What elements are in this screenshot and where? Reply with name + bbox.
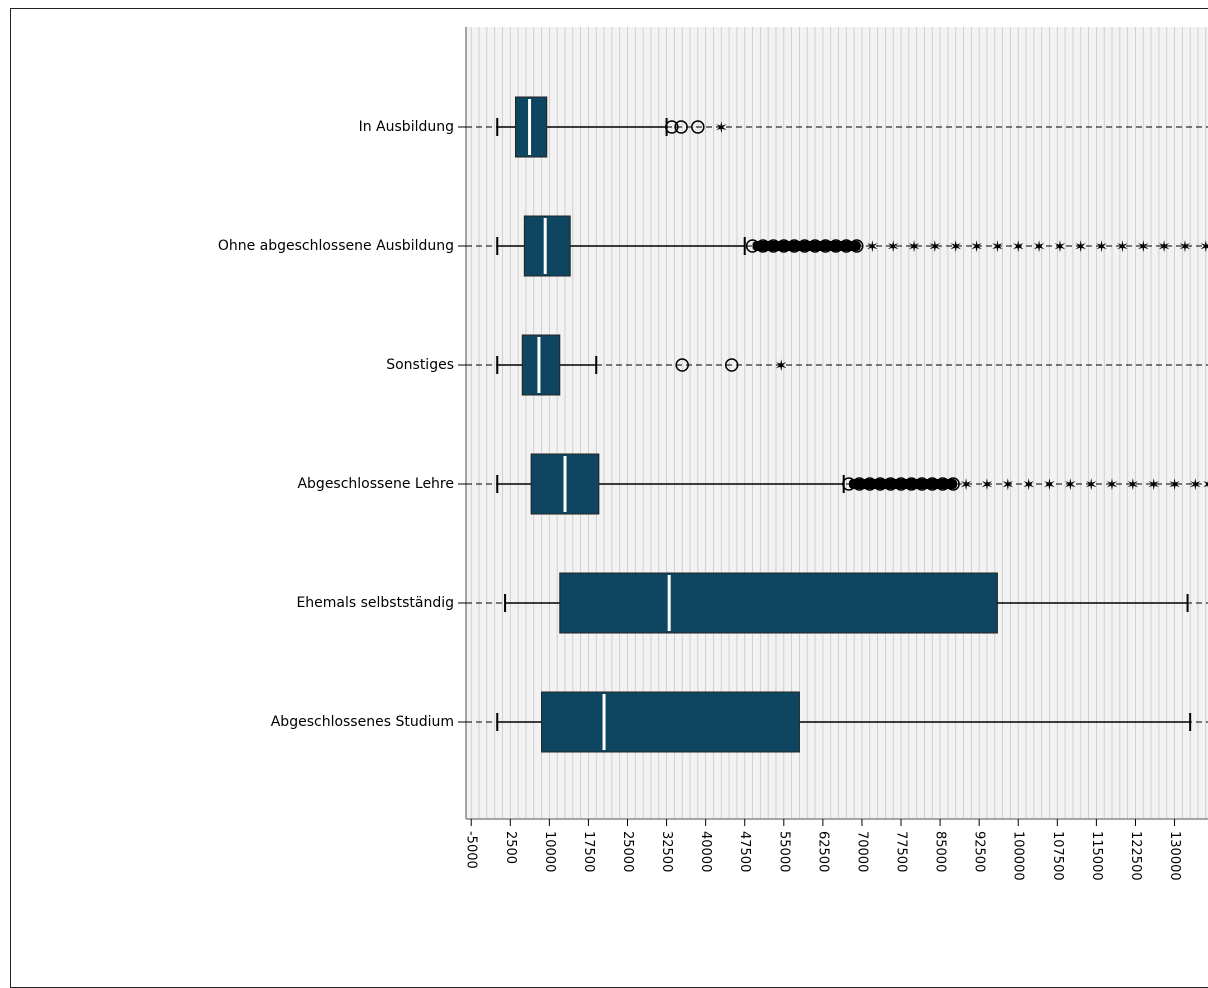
extreme-point: ✶ [1157,237,1170,256]
outlier-point [849,239,864,253]
extreme-point: ✶ [1178,237,1191,256]
extreme-point: ✶ [928,237,941,256]
x-tick-labels: -5000 2500 10000 17500 25000 32500 40000 47500 5… [464,831,1182,881]
x-tick-label: 107500 [1050,831,1065,881]
boxplot-chart: ✶✶✶✶✶✶✶✶✶✶✶✶✶✶✶✶✶✶✶✶✶✶✶✶✶✶✶✶✶✶✶✶ In Ausb… [218,27,1208,881]
plot-area [466,27,1208,819]
outlier-point [787,239,801,253]
extreme-point: ✶ [1074,237,1087,256]
x-tick-label: 85000 [933,831,948,872]
outlier-point [777,239,791,253]
axes [458,27,1208,826]
extreme-point: ✶ [1116,237,1129,256]
boxes: ✶✶✶✶✶✶✶✶✶✶✶✶✶✶✶✶✶✶✶✶✶✶✶✶✶✶✶✶✶✶✶✶ [466,96,1208,753]
outlier-point [756,239,770,253]
extreme-point: ✶ [991,237,1004,256]
x-tick-label: 62500 [815,831,830,872]
extreme-point: ✶ [1053,237,1066,256]
outlier-point [829,239,843,253]
outlier-point [839,239,854,253]
x-tick-label: 130000 [1167,831,1182,881]
category-label: Ohne abgeschlossene Ausbildung [218,238,454,254]
extreme-point: ✶ [1202,475,1208,494]
outlier-point [674,120,688,134]
extreme-point: ✶ [1022,475,1035,494]
outlier-point [863,477,877,491]
extreme-point: ✶ [1064,475,1077,494]
outlier-point [883,477,898,491]
outlier-point [691,120,705,134]
outlier-point [724,358,739,372]
box-iqr [514,96,548,158]
box-iqr [521,334,561,396]
x-tick-label: 115000 [1089,831,1104,881]
outlier-point [915,477,929,491]
x-tick-label: 17500 [581,831,596,872]
extreme-point: ✶ [1105,475,1118,494]
extreme-point: ✶ [1001,475,1014,494]
category-label: Sonstiges [386,357,454,373]
extreme-point: ✶ [970,237,983,256]
extreme-point: ✶ [1137,237,1150,256]
extreme-point: ✶ [949,237,962,256]
grid-lines [470,27,1207,819]
x-tick-label: 47500 [737,831,752,872]
box-iqr [541,691,800,753]
outlier-point [766,239,781,253]
category-labels: In Ausbildung Ohne abgeschlossene Ausbild… [218,119,454,730]
x-tick-label: 25000 [620,831,635,872]
category-label: In Ausbildung [359,119,454,135]
outlier-point [852,477,867,491]
extreme-point: ✶ [1126,475,1139,494]
extreme-point: ✶ [886,237,899,256]
outlier-point [873,477,887,491]
outlier-point [935,477,950,491]
box-iqr [559,572,998,634]
extreme-point: ✶ [774,356,787,375]
x-tick-label: 92500 [972,831,987,872]
x-tick-label: 32500 [659,831,674,872]
outlier-point [946,477,960,491]
extreme-point: ✶ [1189,475,1202,494]
extreme-point: ✶ [866,237,879,256]
extreme-point: ✶ [1084,475,1097,494]
x-tick-label: 70000 [854,831,869,872]
x-tick-label: 100000 [1011,831,1026,881]
x-tick-label: 2500 [503,831,518,864]
extreme-point: ✶ [1147,475,1160,494]
outlier-point [925,477,940,491]
x-tick-label: 10000 [542,831,557,872]
x-tick-label: 55000 [776,831,791,872]
outlier-point [818,239,833,253]
chart-frame: ✶✶✶✶✶✶✶✶✶✶✶✶✶✶✶✶✶✶✶✶✶✶✶✶✶✶✶✶✶✶✶✶ In Ausb… [10,8,1208,988]
extreme-point: ✶ [1095,237,1108,256]
x-tick-label: -5000 [464,831,479,869]
x-tick-label: 122500 [1128,831,1143,881]
extreme-point: ✶ [907,237,920,256]
outlier-point [894,477,908,491]
extreme-point: ✶ [980,475,993,494]
outlier-point [904,477,919,491]
x-tick-label: 40000 [698,831,713,872]
outlier-point [665,120,679,134]
outlier-point [797,239,812,253]
extreme-point: ✶ [1012,237,1025,256]
category-label: Abgeschlossene Lehre [297,476,454,492]
extreme-point: ✶ [715,118,728,137]
category-label: Ehemals selbstständig [296,595,454,611]
extreme-point: ✶ [959,475,972,494]
box-iqr [523,215,571,277]
outlier-point [842,477,856,491]
extreme-point: ✶ [1199,237,1208,256]
outlier-point [745,239,760,253]
x-tick-label: 77500 [894,831,909,872]
extreme-point: ✶ [1032,237,1045,256]
outlier-point [808,239,822,253]
extreme-point: ✶ [1168,475,1181,494]
category-label: Abgeschlossenes Studium [271,714,454,730]
outlier-point [675,358,689,372]
extreme-point: ✶ [1043,475,1056,494]
